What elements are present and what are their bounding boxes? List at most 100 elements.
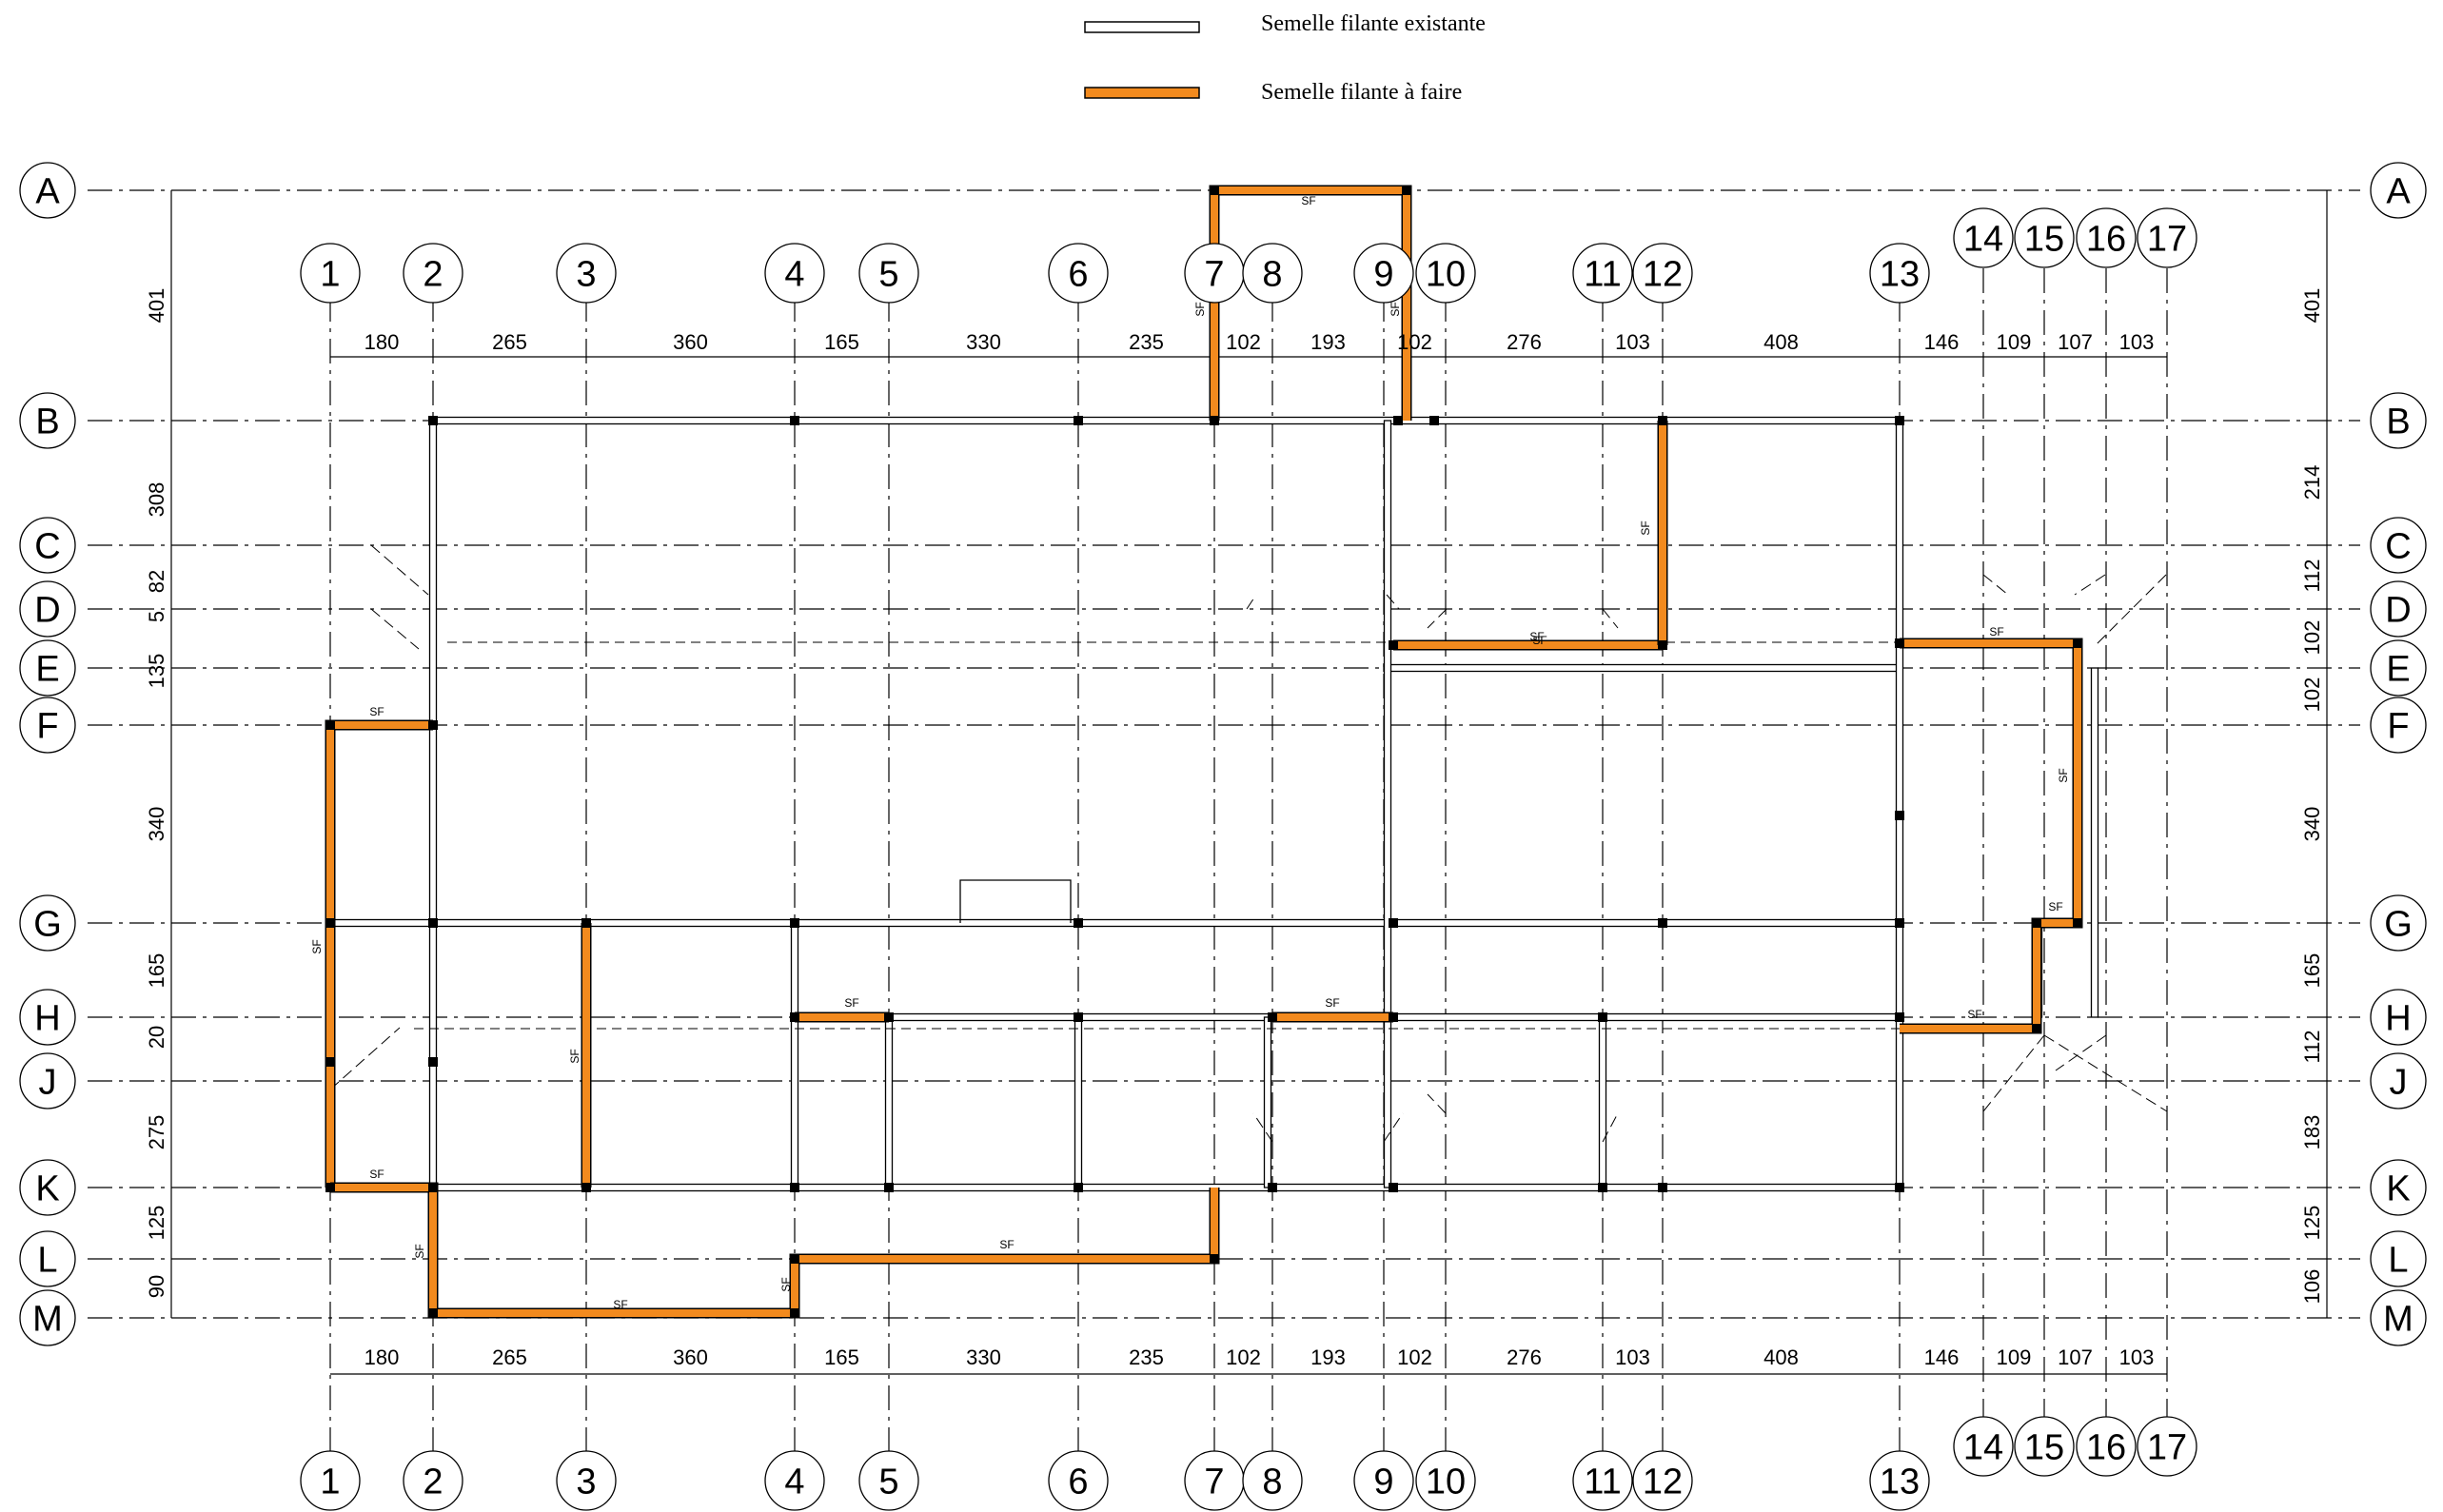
col-bubble-bottom-8-label: 8 bbox=[1262, 1463, 1282, 1502]
legend-existing-label: Semelle filante existante bbox=[1261, 11, 1486, 36]
existing-footing-v bbox=[428, 420, 438, 1188]
col-bubble-top-11-label: 11 bbox=[1584, 255, 1621, 295]
diagonal-connector bbox=[1602, 608, 1619, 629]
diagonal-connector bbox=[1427, 1093, 1447, 1114]
col-bubble-bottom-3-label: 3 bbox=[576, 1463, 596, 1502]
col-bubble-bottom-1-label: 1 bbox=[320, 1463, 340, 1502]
dim-top-label: 103 bbox=[1615, 330, 1650, 354]
new-footing-outline bbox=[1209, 185, 1412, 421]
dim-bottom-label: 193 bbox=[1310, 1345, 1346, 1369]
dim-bottom-label: 235 bbox=[1129, 1345, 1164, 1369]
post-marker bbox=[1895, 1183, 1904, 1192]
col-bubble-bottom-10-label: 10 bbox=[1426, 1463, 1466, 1502]
new-footing-outline bbox=[325, 719, 433, 1188]
col-bubble-bottom-3: 3 bbox=[556, 1450, 617, 1511]
row-bubble-left-C: C bbox=[19, 517, 76, 574]
post-marker bbox=[1210, 416, 1219, 425]
diagonal-connector bbox=[1252, 1112, 1273, 1143]
footing-tag: SF bbox=[2048, 900, 2062, 913]
post-marker bbox=[2073, 638, 2082, 648]
post-marker bbox=[790, 1012, 799, 1022]
post-marker bbox=[790, 1183, 799, 1192]
col-bubble-top-7: 7 bbox=[1184, 243, 1245, 304]
col-bubble-bottom-17-label: 17 bbox=[2147, 1428, 2187, 1468]
stair-box-outline bbox=[959, 879, 1072, 923]
col-bubble-top-4-label: 4 bbox=[784, 255, 804, 295]
new-footing bbox=[1900, 639, 2081, 1032]
row-bubble-left-C-label: C bbox=[34, 527, 60, 567]
row-bubble-left-E: E bbox=[19, 639, 76, 697]
col-bubble-top-5-circle bbox=[858, 243, 919, 304]
col-bubble-top-16-label: 16 bbox=[2086, 220, 2126, 260]
footing-tag: SF bbox=[779, 1277, 793, 1291]
dim-right-label: 183 bbox=[2300, 1115, 2324, 1150]
post-marker bbox=[2032, 1024, 2041, 1033]
dim-left-label: 401 bbox=[145, 288, 168, 324]
col-bubble-top-13: 13 bbox=[1869, 243, 1930, 304]
col-bubble-top-15-label: 15 bbox=[2024, 220, 2064, 260]
col-bubble-bottom-11-label: 11 bbox=[1584, 1463, 1621, 1502]
row-bubble-left-D-label: D bbox=[34, 591, 60, 631]
post-marker bbox=[581, 918, 591, 928]
footing-tag: SF bbox=[2057, 768, 2070, 782]
existing-footing-v bbox=[1895, 420, 1904, 1188]
post-marker bbox=[1895, 918, 1904, 928]
legend: Semelle filante existante Semelle filant… bbox=[1084, 11, 1486, 105]
existing-footing-v bbox=[1074, 1016, 1083, 1188]
row-bubble-right-A: A bbox=[2370, 162, 2427, 219]
dim-top-label: 103 bbox=[2119, 330, 2155, 354]
row-bubble-left-H-label: H bbox=[34, 999, 60, 1039]
col-bubble-bottom-1-circle bbox=[300, 1450, 361, 1511]
row-bubble-left-A-label: A bbox=[35, 172, 60, 212]
row-bubble-right-M-label: M bbox=[2383, 1300, 2413, 1340]
diagonal-connector bbox=[1383, 1112, 1404, 1143]
footing-tag: SF bbox=[844, 996, 858, 1010]
row-bubble-right-F: F bbox=[2370, 697, 2427, 754]
row-bubble-right-C-circle bbox=[2370, 517, 2427, 574]
dim-left-label: 20 bbox=[145, 1026, 168, 1049]
dim-top-label: 165 bbox=[824, 330, 859, 354]
row-bubble-right-D: D bbox=[2370, 580, 2427, 638]
col-bubble-top-10: 10 bbox=[1415, 243, 1476, 304]
col-bubble-top-12-circle bbox=[1632, 243, 1693, 304]
new-footing-outline bbox=[1900, 638, 2083, 1034]
row-bubble-right-B-label: B bbox=[2386, 403, 2410, 442]
row-bubble-right-K: K bbox=[2370, 1159, 2427, 1216]
dim-top-label: 360 bbox=[673, 330, 708, 354]
col-bubble-top-9: 9 bbox=[1353, 243, 1414, 304]
row-bubble-left-K: K bbox=[19, 1159, 76, 1216]
row-bubble-left-M-label: M bbox=[32, 1300, 63, 1340]
col-bubble-top-9-circle bbox=[1353, 243, 1414, 304]
col-bubble-top-6-label: 6 bbox=[1068, 255, 1088, 295]
diagonal-connector bbox=[1246, 594, 1257, 610]
col-bubble-bottom-8-circle bbox=[1242, 1450, 1303, 1511]
post-marker bbox=[790, 1308, 799, 1318]
dim-bottom-label: 265 bbox=[492, 1345, 527, 1369]
col-bubble-top-11: 11 bbox=[1572, 243, 1633, 304]
post-marker bbox=[1658, 416, 1667, 425]
post-marker bbox=[1895, 638, 1904, 648]
col-bubble-bottom-15: 15 bbox=[2014, 1416, 2075, 1477]
col-bubble-bottom-1: 1 bbox=[300, 1450, 361, 1511]
post-marker bbox=[1074, 416, 1083, 425]
diagonal-connector bbox=[370, 608, 420, 650]
dim-bottom-label: 102 bbox=[1397, 1345, 1432, 1369]
diagonal-connector bbox=[2074, 574, 2106, 596]
footing-tag: SF bbox=[1325, 996, 1339, 1010]
dim-top-label: 102 bbox=[1226, 330, 1261, 354]
footing-tag: SF bbox=[369, 1168, 384, 1181]
row-bubble-left-L: L bbox=[19, 1230, 76, 1287]
col-bubble-top-15-circle bbox=[2014, 207, 2075, 268]
posts bbox=[325, 186, 2082, 1318]
dimension-labels: 180 265 360 165 330 235 102 193 102 276 103 408 146 1… bbox=[145, 288, 2324, 1369]
row-bubble-right-J-circle bbox=[2370, 1052, 2427, 1109]
col-bubble-top-2: 2 bbox=[403, 243, 463, 304]
row-bubble-left-G: G bbox=[19, 894, 76, 952]
dim-bottom-label: 165 bbox=[824, 1345, 859, 1369]
row-bubble-left-C-circle bbox=[19, 517, 76, 574]
footing-tag: SF bbox=[1532, 634, 1547, 647]
row-bubble-right-L-circle bbox=[2370, 1230, 2427, 1287]
row-bubble-left-K-circle bbox=[19, 1159, 76, 1216]
row-bubble-right-K-label: K bbox=[2386, 1169, 2410, 1209]
col-bubble-bottom-14-circle bbox=[1953, 1416, 2014, 1477]
